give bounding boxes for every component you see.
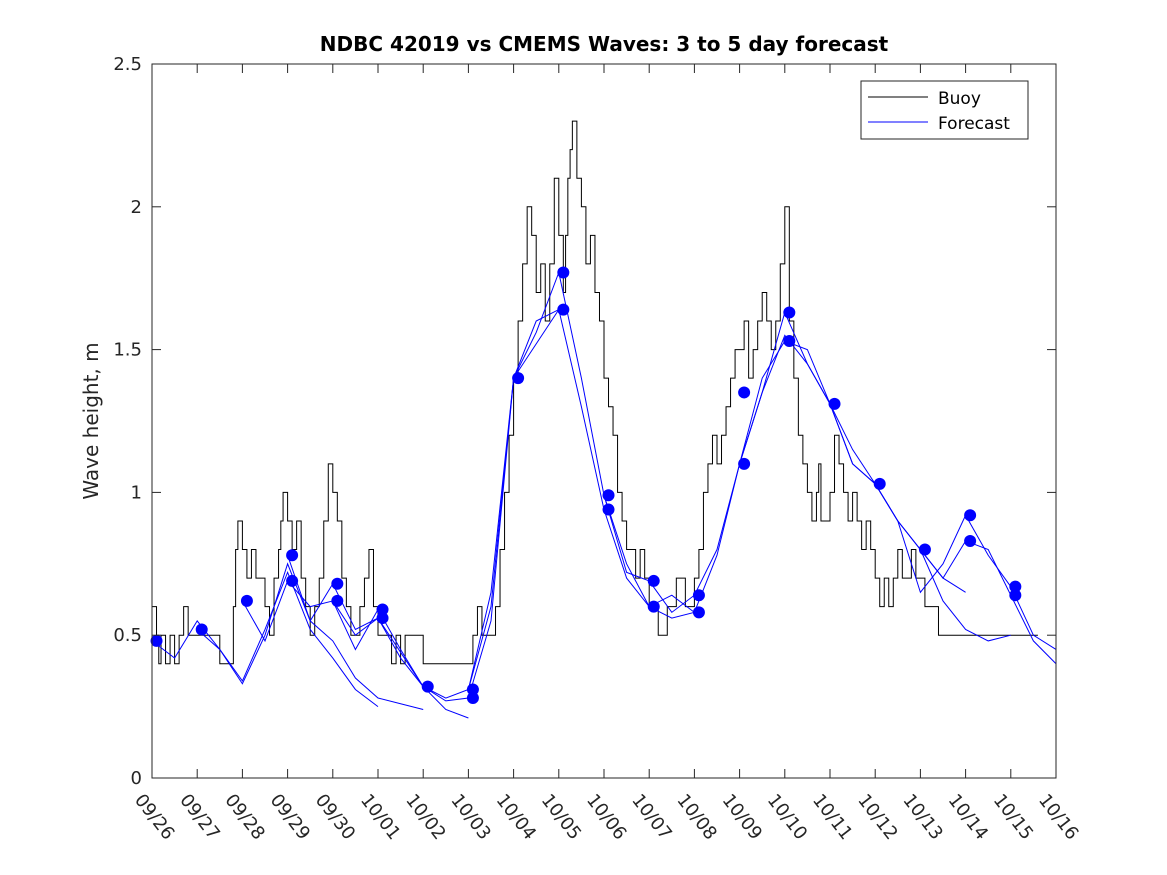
forecast-marker — [466, 692, 479, 705]
plot-lines — [151, 120, 1057, 719]
forecast-series-line-7 — [603, 310, 831, 614]
forecast-marker — [376, 603, 389, 616]
forecast-marker — [240, 594, 253, 607]
legend: Buoy Forecast — [860, 80, 1029, 140]
forecast-marker — [286, 574, 299, 587]
forecast-marker — [376, 612, 389, 625]
y-tick-label: 2 — [131, 197, 142, 218]
y-axis: 0 0.5 1 1.5 2 2.5 — [113, 54, 1056, 789]
forecast-marker — [150, 634, 163, 647]
forecast-marker — [692, 589, 705, 602]
y-tick-label: 0.5 — [113, 625, 142, 646]
y-tick-label: 0 — [131, 768, 142, 789]
forecast-marker — [738, 457, 751, 470]
legend-box — [860, 80, 1029, 140]
forecast-marker — [512, 372, 525, 385]
forecast-marker — [738, 386, 751, 399]
forecast-marker — [828, 397, 841, 410]
legend-buoy-label: Buoy — [938, 89, 981, 109]
forecast-marker — [1009, 580, 1022, 593]
forecast-marker — [647, 600, 660, 613]
forecast-series-line-3 — [287, 378, 515, 699]
forecast-marker — [602, 489, 615, 502]
forecast-marker — [964, 509, 977, 522]
forecast-marker — [331, 577, 344, 590]
forecast-marker — [195, 623, 208, 636]
forecast-marker — [647, 574, 660, 587]
forecast-marker — [421, 680, 434, 693]
forecast-marker — [964, 534, 977, 547]
forecast-series-line-4 — [332, 309, 560, 702]
y-tick-label: 2.5 — [113, 54, 142, 75]
forecast-series-line-0 — [151, 571, 379, 707]
buoy-series-line — [152, 120, 1038, 665]
forecast-marker — [918, 543, 931, 556]
chart-title: NDBC 42019 vs CMEMS Waves: 3 to 5 day fo… — [320, 32, 889, 56]
forecast-marker — [783, 335, 796, 348]
y-tick-label: 1 — [131, 482, 142, 503]
forecast-marker — [873, 477, 886, 490]
y-tick-label: 1.5 — [113, 340, 142, 361]
forecast-marker — [557, 303, 570, 316]
forecast-marker — [783, 306, 796, 319]
forecast-marker — [692, 606, 705, 619]
y-axis-label: Wave height, m — [79, 342, 103, 499]
forecast-marker — [557, 266, 570, 279]
forecast-marker — [331, 594, 344, 607]
forecast-marker — [1009, 589, 1022, 602]
legend-forecast-label: Forecast — [938, 114, 1010, 134]
forecast-marker — [602, 503, 615, 516]
plot-markers — [150, 266, 1022, 705]
forecast-series-line-12 — [920, 540, 1057, 665]
forecast-series-line-2 — [241, 579, 469, 719]
forecast-marker — [286, 549, 299, 562]
forecast-marker — [466, 683, 479, 696]
